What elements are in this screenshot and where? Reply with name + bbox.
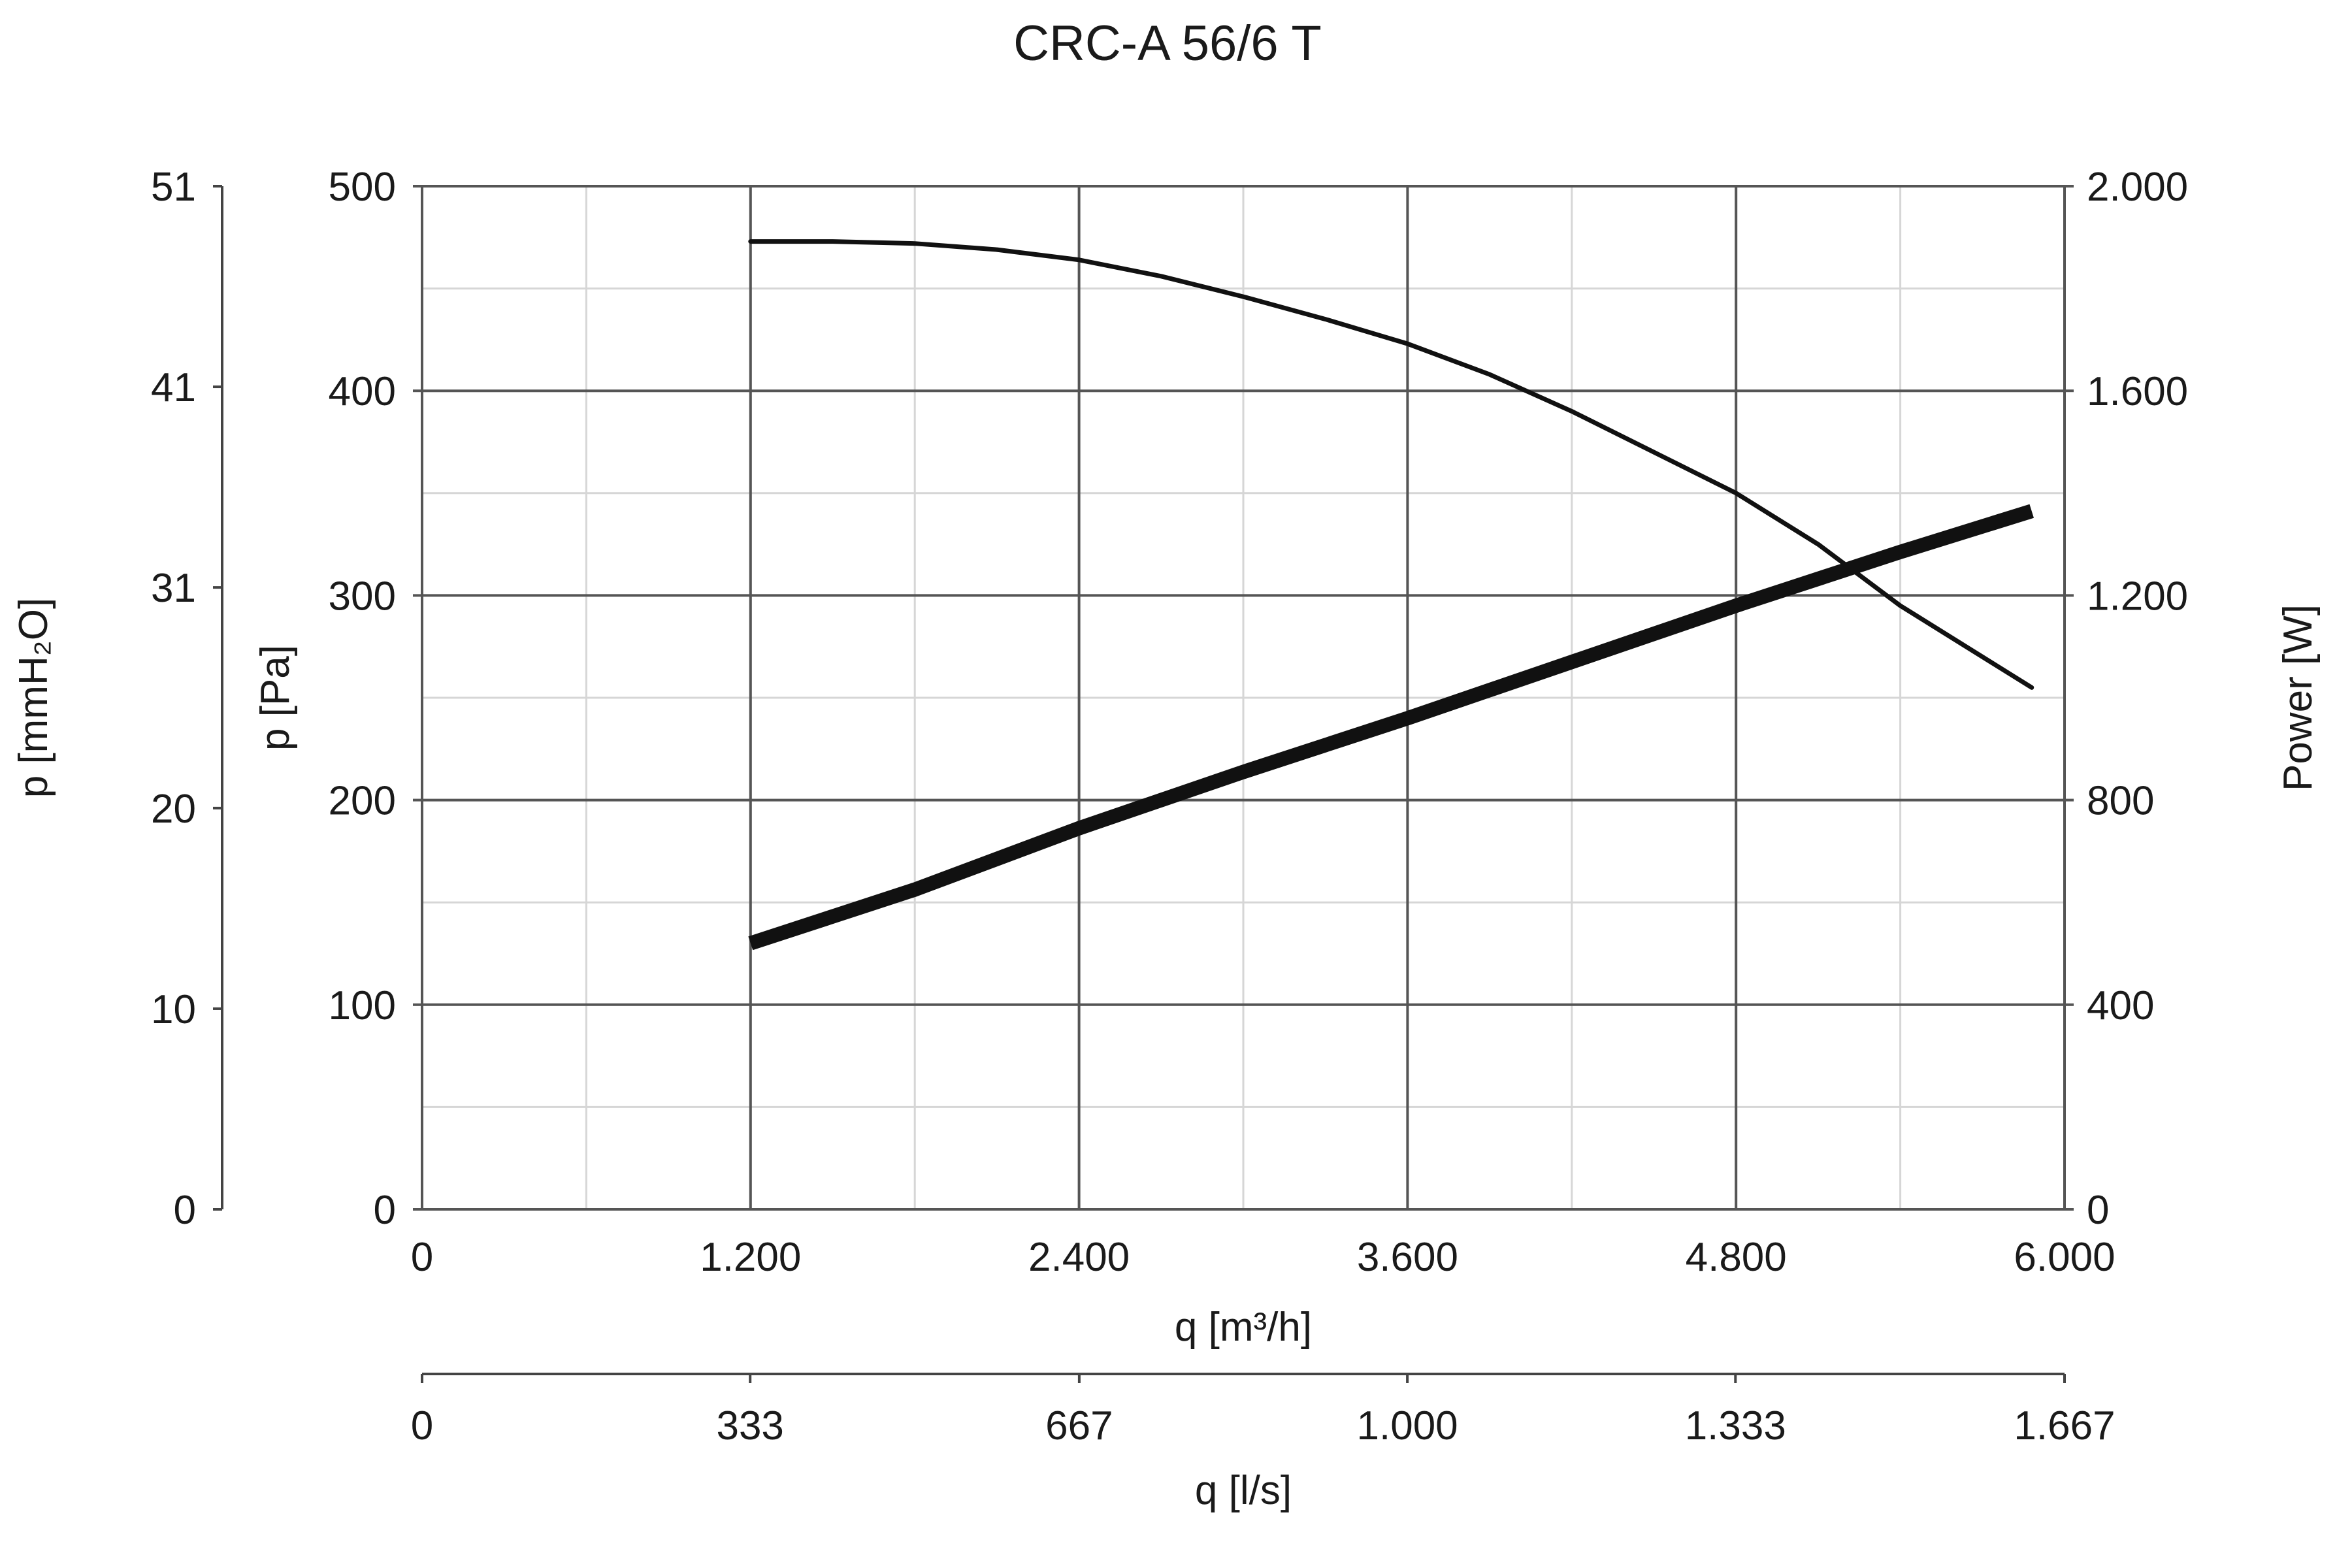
minor-grid — [422, 186, 2065, 1209]
pressure-curve — [748, 239, 2034, 690]
x-tick-label: 1.200 — [700, 1235, 801, 1280]
outer-left-tick-label: 20 — [151, 787, 196, 832]
axes — [213, 185, 2074, 1383]
outer-left-axis-label: p [mmH₂O] — [11, 598, 56, 798]
secondary-x-tick-label: 1.667 — [2014, 1403, 2115, 1448]
y-left-tick-label: 100 — [329, 983, 396, 1028]
y-left-tick-label: 200 — [329, 779, 396, 824]
axis-labels: 0 10 20 31 41 51 0 100 200 300 400 500 0 400 800 1.200 1… — [11, 165, 2321, 1513]
y-right-tick-label: 0 — [2087, 1188, 2109, 1233]
x-tick-label: 3.600 — [1357, 1235, 1458, 1280]
series-layer — [748, 239, 2034, 951]
y-left-tick-label: 300 — [329, 574, 396, 619]
y-left-axis-label: p [Pa] — [253, 645, 298, 751]
power-curve — [748, 504, 2034, 951]
secondary-x-tick-label: 667 — [1045, 1403, 1113, 1448]
outer-left-tick-label: 10 — [151, 987, 196, 1032]
secondary-x-axis-label: q [l/s] — [1195, 1468, 1292, 1513]
y-right-tick-label: 1.200 — [2087, 574, 2188, 619]
y-left-tick-label: 0 — [374, 1188, 396, 1233]
secondary-x-tick-label: 333 — [716, 1403, 783, 1448]
outer-left-tick-label: 51 — [151, 165, 196, 210]
outer-left-tick-label: 0 — [174, 1188, 196, 1233]
y-right-tick-label: 400 — [2087, 983, 2154, 1028]
y-right-tick-label: 1.600 — [2087, 369, 2188, 414]
x-tick-label: 2.400 — [1028, 1235, 1130, 1280]
x-tick-label: 6.000 — [2014, 1235, 2115, 1280]
outer-left-tick-label: 31 — [151, 566, 196, 611]
y-left-tick-label: 500 — [329, 165, 396, 210]
y-right-tick-label: 800 — [2087, 779, 2154, 824]
secondary-x-tick-label: 1.333 — [1685, 1403, 1786, 1448]
y-right-axis-label: Power [W] — [2276, 604, 2321, 791]
secondary-x-tick-label: 0 — [411, 1403, 433, 1448]
x-tick-label: 4.800 — [1686, 1235, 1787, 1280]
chart-title: CRC-A 56/6 T — [1013, 16, 1322, 71]
major-grid — [421, 185, 2066, 1211]
x-tick-label: 0 — [411, 1235, 433, 1280]
outer-left-tick-label: 41 — [151, 365, 196, 410]
y-right-tick-label: 2.000 — [2087, 165, 2188, 210]
secondary-x-tick-label: 1.000 — [1357, 1403, 1458, 1448]
x-axis-label: q [m³/h] — [1175, 1305, 1312, 1350]
y-left-tick-label: 400 — [329, 369, 396, 414]
